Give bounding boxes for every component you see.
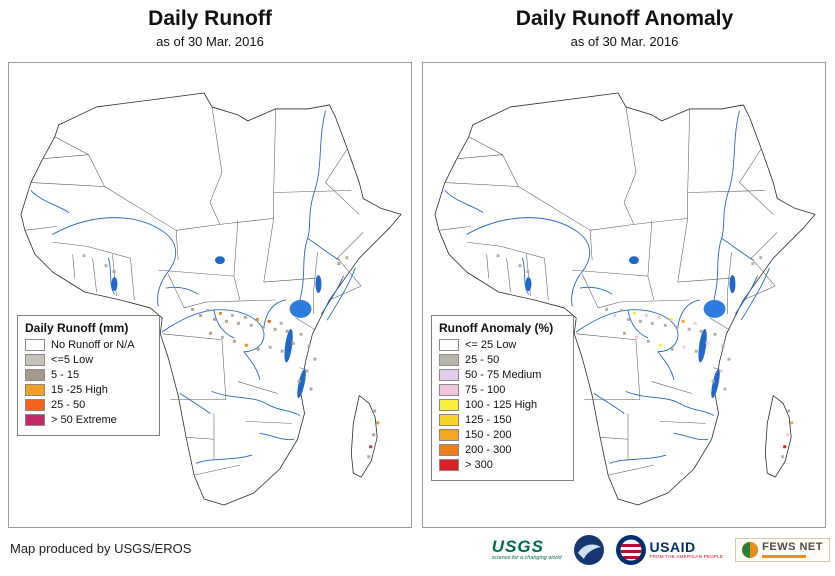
legend-title: Runoff Anomaly (%) xyxy=(439,321,554,335)
legend-items: No Runoff or N/A <=5 Low 5 - 15 15 -25 High… xyxy=(25,339,151,426)
runoff-speckles xyxy=(82,254,380,459)
fewsnet-logo: FEWS NET xyxy=(735,538,830,562)
legend-swatch xyxy=(439,354,459,366)
legend-item: 75 - 100 xyxy=(439,384,565,396)
legend-swatch xyxy=(439,369,459,381)
usgs-logo: USGS science for a changing world xyxy=(492,538,562,562)
legend-swatch xyxy=(439,459,459,471)
legend-label: 25 - 50 xyxy=(51,399,86,411)
legend-label: No Runoff or N/A xyxy=(51,339,135,351)
africa-map-runoff xyxy=(20,92,402,506)
anomaly-speckles xyxy=(496,254,794,459)
usaid-logo-tagline: FROM THE AMERICAN PEOPLE xyxy=(649,554,724,560)
agency-logos: USGS science for a changing world xyxy=(492,531,830,569)
left-title-block: Daily Runoff as of 30 Mar. 2016 xyxy=(8,6,412,49)
usaid-logo-text: USAID xyxy=(649,539,696,556)
legend-swatch xyxy=(439,414,459,426)
map-credit: Map produced by USGS/EROS xyxy=(10,541,192,556)
legend-item: No Runoff or N/A xyxy=(25,339,151,351)
legend-label: 100 - 125 High xyxy=(465,399,538,411)
legend-swatch xyxy=(439,339,459,351)
legend-swatch xyxy=(25,414,45,426)
right-title-block: Daily Runoff Anomaly as of 30 Mar. 2016 xyxy=(422,6,827,49)
legend-runoff-anomaly: Runoff Anomaly (%) <= 25 Low 25 - 50 50 - … xyxy=(431,315,574,481)
legend-swatch xyxy=(439,399,459,411)
legend-item: 15 -25 High xyxy=(25,384,151,396)
legend-label: 15 -25 High xyxy=(51,384,108,396)
legend-item: > 300 xyxy=(439,459,565,471)
legend-item: 25 - 50 xyxy=(439,354,565,366)
legend-label: <= 25 Low xyxy=(465,339,517,351)
fewsnet-logo-bar xyxy=(762,555,807,558)
legend-label: 150 - 200 xyxy=(465,429,512,441)
legend-item: <=5 Low xyxy=(25,354,151,366)
fewsnet-globe-icon xyxy=(742,542,759,558)
legend-label: 125 - 150 xyxy=(465,414,512,426)
usaid-logo-text-block: USAID FROM THE AMERICAN PEOPLE xyxy=(650,540,724,560)
legend-swatch xyxy=(25,369,45,381)
legend-label: > 300 xyxy=(465,459,493,471)
legend-item: 200 - 300 xyxy=(439,444,565,456)
legend-item: 100 - 125 High xyxy=(439,399,565,411)
legend-label: > 50 Extreme xyxy=(51,414,117,426)
legend-swatch xyxy=(25,354,45,366)
legend-swatch xyxy=(25,399,45,411)
africa-map-anomaly xyxy=(434,92,816,506)
noaa-logo xyxy=(573,535,604,565)
daily-runoff-map-panel: Daily Runoff (mm) No Runoff or N/A <=5 Lo… xyxy=(8,62,412,528)
legend-label: 50 - 75 Medium xyxy=(465,369,542,381)
left-map-title: Daily Runoff xyxy=(148,7,272,30)
legend-item: 25 - 50 xyxy=(25,399,151,411)
legend-items: <= 25 Low 25 - 50 50 - 75 Medium 75 - 100 10… xyxy=(439,339,565,471)
right-map-title: Daily Runoff Anomaly xyxy=(515,7,734,30)
legend-item: 150 - 200 xyxy=(439,429,565,441)
legend-item: > 50 Extreme xyxy=(25,414,151,426)
usaid-roundel-icon xyxy=(615,535,646,565)
runoff-anomaly-map-panel: Runoff Anomaly (%) <= 25 Low 25 - 50 50 - … xyxy=(422,62,826,528)
legend-label: 75 - 100 xyxy=(465,384,506,396)
legend-item: 50 - 75 Medium xyxy=(439,369,565,381)
legend-title: Daily Runoff (mm) xyxy=(25,321,129,335)
legend-swatch xyxy=(25,384,45,396)
right-map-subtitle: as of 30 Mar. 2016 xyxy=(570,34,679,49)
usgs-logo-tagline: science for a changing world xyxy=(491,555,562,562)
legend-item: 5 - 15 xyxy=(25,369,151,381)
noaa-emblem-icon xyxy=(573,535,604,565)
legend-swatch xyxy=(439,384,459,396)
fewsnet-logo-text-block: FEWS NET xyxy=(762,542,823,558)
legend-swatch xyxy=(439,444,459,456)
legend-label: 200 - 300 xyxy=(465,444,512,456)
legend-label: <=5 Low xyxy=(51,354,94,366)
left-map-subtitle: as of 30 Mar. 2016 xyxy=(156,34,264,49)
legend-daily-runoff: Daily Runoff (mm) No Runoff or N/A <=5 Lo… xyxy=(17,315,160,436)
legend-label: 5 - 15 xyxy=(51,369,80,381)
usaid-logo: USAID FROM THE AMERICAN PEOPLE xyxy=(615,535,724,565)
legend-label: 25 - 50 xyxy=(465,354,500,366)
usgs-logo-text: USGS xyxy=(491,537,544,557)
legend-item: 125 - 150 xyxy=(439,414,565,426)
legend-swatch xyxy=(25,339,45,351)
fewsnet-logo-text: FEWS NET xyxy=(762,541,823,553)
legend-swatch xyxy=(439,429,459,441)
legend-item: <= 25 Low xyxy=(439,339,565,351)
